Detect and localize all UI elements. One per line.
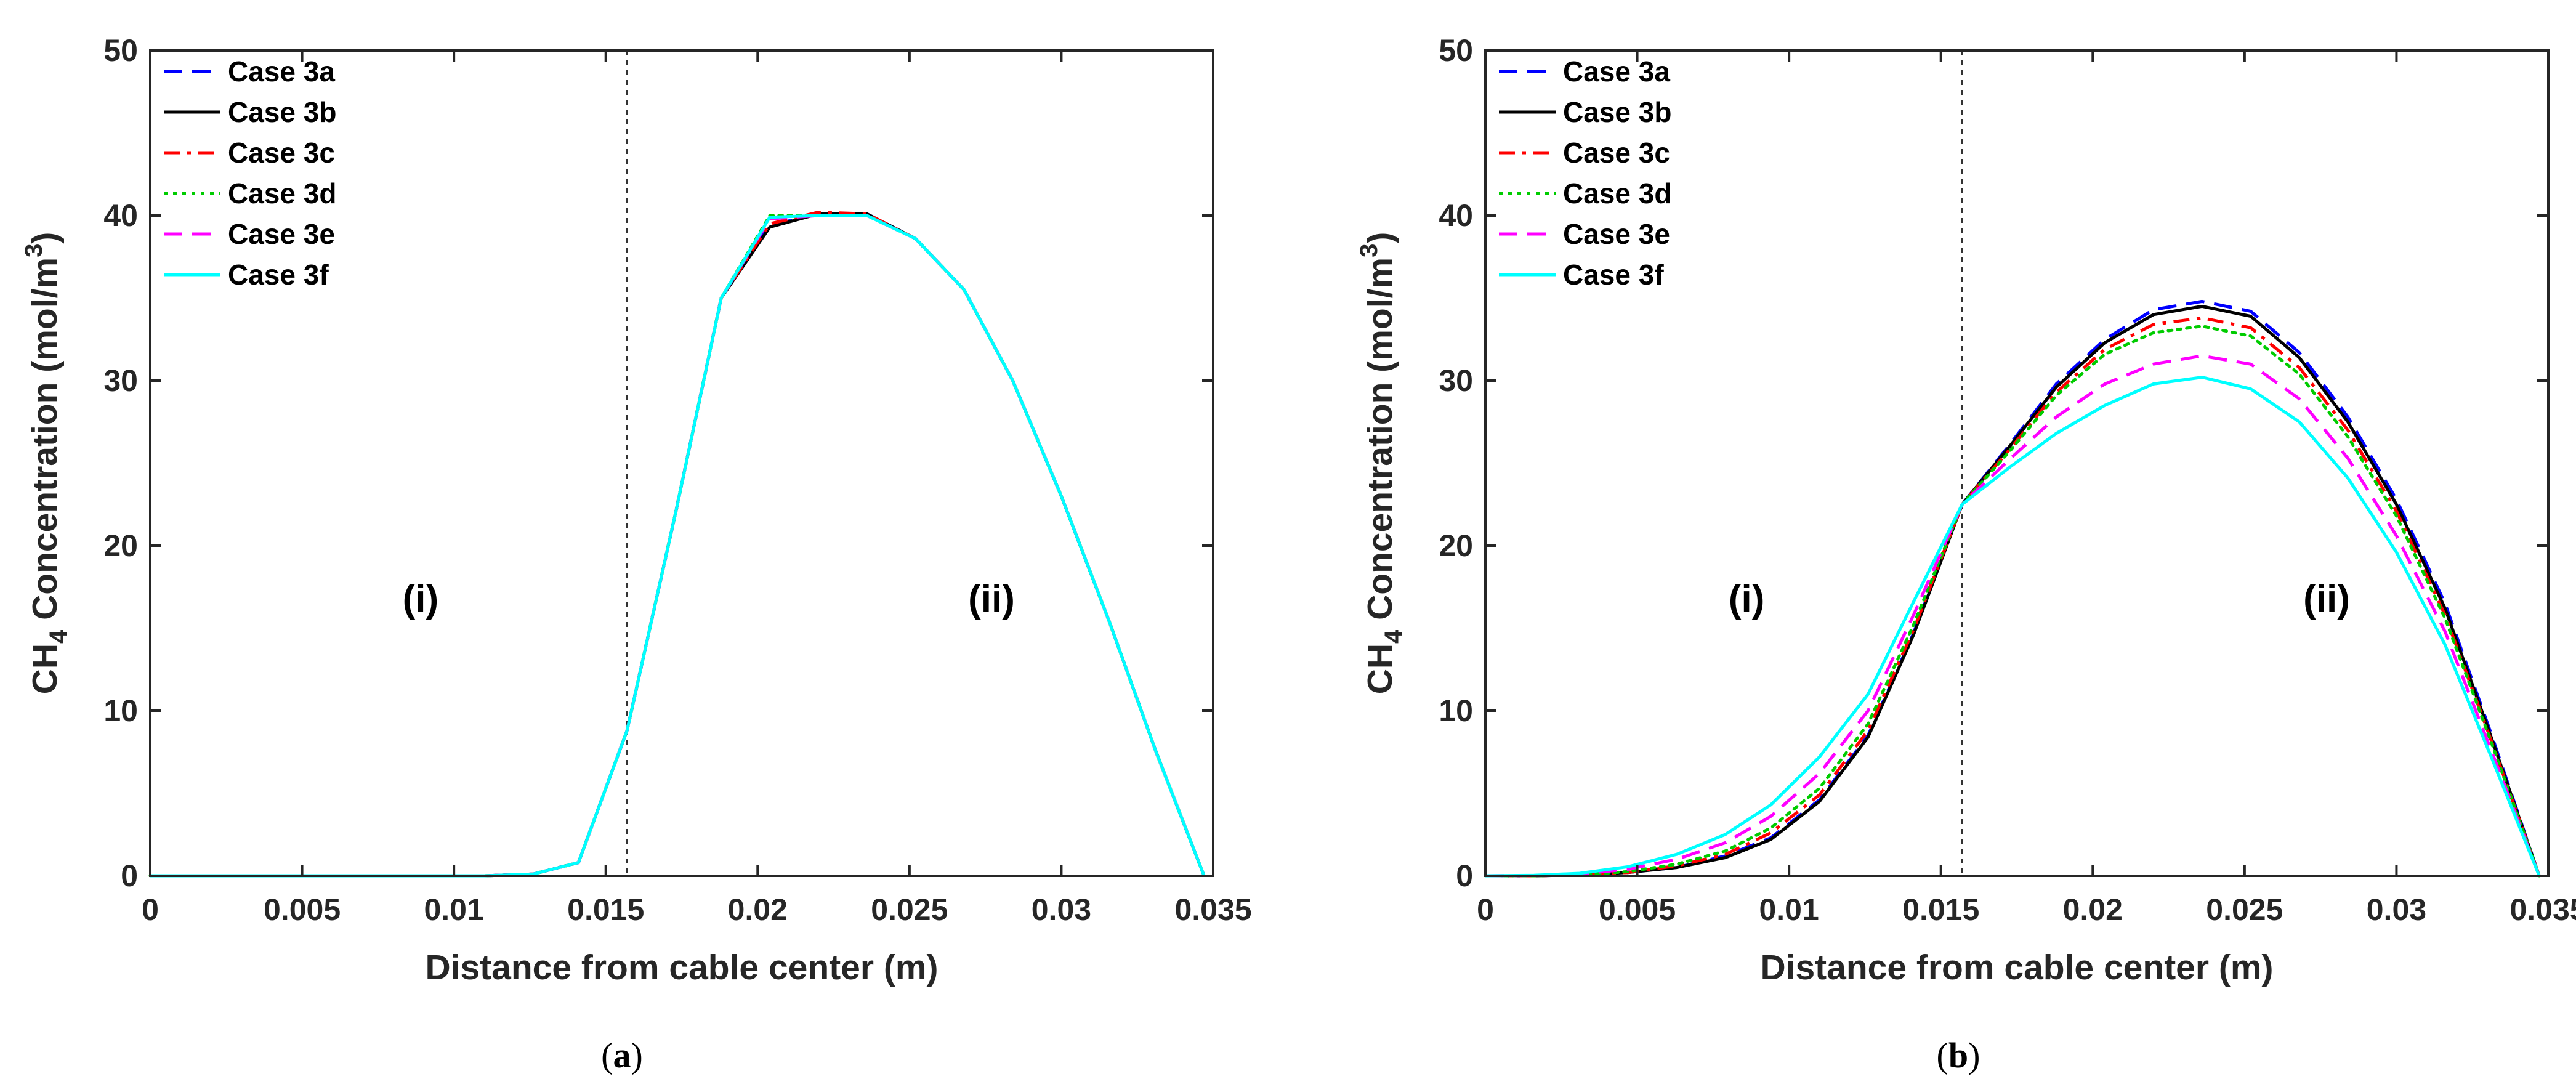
- x-tick-label: 0.035: [1174, 892, 1251, 927]
- x-tick-label: 0.02: [2063, 892, 2123, 927]
- caption-letter: b: [1948, 1035, 1968, 1075]
- y-axis-title-subscript: 4: [45, 629, 72, 644]
- legend-label: Case 3e: [228, 218, 335, 250]
- region-labels: (i) (ii): [403, 578, 1015, 620]
- caption-open-paren: (: [601, 1035, 613, 1075]
- x-tick-label: 0.025: [871, 892, 948, 927]
- x-tick-label: 0.035: [2509, 892, 2576, 927]
- panel-caption-b: (b): [1937, 1035, 1980, 1075]
- legend-item-case-3c: Case 3c: [164, 137, 335, 169]
- y-tick-label: 0: [121, 859, 138, 893]
- caption-open-paren: (: [1937, 1035, 1948, 1075]
- legend-item-case-3e: Case 3e: [1499, 218, 1670, 250]
- caption-close-paren: ): [631, 1035, 643, 1075]
- x-axis-title: Distance from cable center (m): [425, 948, 938, 987]
- legend-item-case-3f: Case 3f: [164, 259, 329, 291]
- y-axis-title: CH4 Concentration (mol/m3): [1355, 232, 1407, 695]
- x-tick-label: 0.005: [1599, 892, 1676, 927]
- y-axis-title-close: ): [25, 232, 65, 244]
- legend-item-case-3c: Case 3c: [1499, 137, 1670, 169]
- y-axis-title-close: ): [1360, 232, 1400, 244]
- y-tick-label: 30: [103, 363, 138, 398]
- y-axis-ticks: 0 10 20 30 40 50: [103, 33, 1213, 893]
- y-tick-label: 40: [1439, 198, 1473, 233]
- legend-label: Case 3b: [1563, 96, 1671, 128]
- y-tick-label: 10: [103, 693, 138, 728]
- legend-label: Case 3f: [228, 259, 329, 291]
- y-tick-label: 10: [1439, 693, 1473, 728]
- y-tick-label: 30: [1439, 363, 1473, 398]
- region-labels: (i) (ii): [1729, 578, 2350, 620]
- region-label-i: (i): [1729, 578, 1765, 620]
- legend-item-case-3f: Case 3f: [1499, 259, 1664, 291]
- x-tick-label: 0.01: [1759, 892, 1819, 927]
- legend-item-case-3a: Case 3a: [1499, 55, 1670, 87]
- data-series-group: [1484, 299, 2541, 878]
- legend-label: Case 3f: [1563, 259, 1664, 291]
- legend: Case 3a Case 3b Case 3c Case 3d Case 3e Case …: [164, 55, 336, 291]
- series-line-case-3e: [1485, 354, 2541, 878]
- y-tick-label: 20: [103, 528, 138, 563]
- x-tick-label: 0.03: [1032, 892, 1091, 927]
- legend-item-case-3d: Case 3d: [1499, 177, 1671, 209]
- legend-label: Case 3d: [1563, 177, 1671, 209]
- plot-frame: [1484, 49, 2550, 877]
- legend-label: Case 3c: [228, 137, 335, 169]
- plot-frame: [149, 49, 1214, 877]
- legend-item-case-3b: Case 3b: [164, 96, 336, 128]
- x-tick-label: 0: [142, 892, 159, 927]
- legend-item-case-3a: Case 3a: [164, 55, 335, 87]
- legend-label: Case 3b: [228, 96, 336, 128]
- x-tick-label: 0.01: [424, 892, 483, 927]
- legend-item-case-3d: Case 3d: [164, 177, 336, 209]
- y-tick-label: 20: [1439, 528, 1473, 563]
- legend: Case 3a Case 3b Case 3c Case 3d Case 3e Case …: [1499, 55, 1671, 291]
- y-axis-title-main: CH: [1360, 644, 1400, 694]
- legend-item-case-3b: Case 3b: [1499, 96, 1671, 128]
- y-tick-label: 0: [1456, 859, 1473, 893]
- legend-item-case-3e: Case 3e: [164, 218, 335, 250]
- legend-label: Case 3a: [228, 55, 335, 87]
- y-axis-title-main: CH: [25, 644, 65, 694]
- x-tick-label: 0.015: [567, 892, 644, 927]
- x-axis-title: Distance from cable center (m): [1760, 948, 2273, 987]
- y-axis-title-subscript: 4: [1380, 629, 1407, 644]
- x-tick-label: 0.015: [1902, 892, 1979, 927]
- legend-label: Case 3c: [1563, 137, 1670, 169]
- y-axis-title-rest: Concentration (mol/m: [25, 257, 65, 630]
- region-label-ii: (ii): [968, 578, 1015, 620]
- y-tick-label: 40: [103, 198, 138, 233]
- series-line-case-3f: [1485, 376, 2541, 878]
- y-axis-title: CH4 Concentration (mol/m3): [20, 232, 72, 695]
- y-axis-ticks: 0 10 20 30 40 50: [1439, 33, 2548, 893]
- panel-caption-a: (a): [601, 1035, 643, 1075]
- y-axis-title-rest: Concentration (mol/m: [1360, 257, 1400, 630]
- x-tick-label: 0.03: [2367, 892, 2426, 927]
- x-tick-label: 0.005: [264, 892, 341, 927]
- y-tick-label: 50: [1439, 33, 1473, 68]
- caption-letter: a: [613, 1035, 631, 1075]
- caption-close-paren: ): [1968, 1035, 1980, 1075]
- x-tick-label: 0.025: [2206, 892, 2283, 927]
- plot-area-background: [150, 51, 1213, 876]
- legend-label: Case 3a: [1563, 55, 1670, 87]
- x-axis-ticks: 0 0.005 0.01 0.015 0.02 0.025 0.03 0.035: [142, 51, 1252, 927]
- y-axis-title-superscript: 3: [20, 244, 47, 257]
- x-tick-label: 0: [1477, 892, 1494, 927]
- chart-panel-a: 0 0.005 0.01 0.015 0.02 0.025 0.03 0.035 0 10 20 3…: [20, 33, 1252, 1075]
- legend-label: Case 3e: [1563, 218, 1670, 250]
- legend-label: Case 3d: [228, 177, 336, 209]
- x-axis-ticks: 0 0.005 0.01 0.015 0.02 0.025 0.03 0.035: [1477, 51, 2576, 927]
- x-tick-label: 0.02: [728, 892, 788, 927]
- chart-panel-b: 0 0.005 0.01 0.015 0.02 0.025 0.03 0.035 0 10 20 3…: [1355, 33, 2576, 1075]
- region-label-i: (i): [403, 578, 439, 620]
- series-line-case-3d: [1484, 325, 2541, 878]
- y-tick-label: 50: [103, 33, 138, 68]
- region-label-ii: (ii): [2303, 578, 2350, 620]
- y-axis-title-superscript: 3: [1355, 244, 1383, 257]
